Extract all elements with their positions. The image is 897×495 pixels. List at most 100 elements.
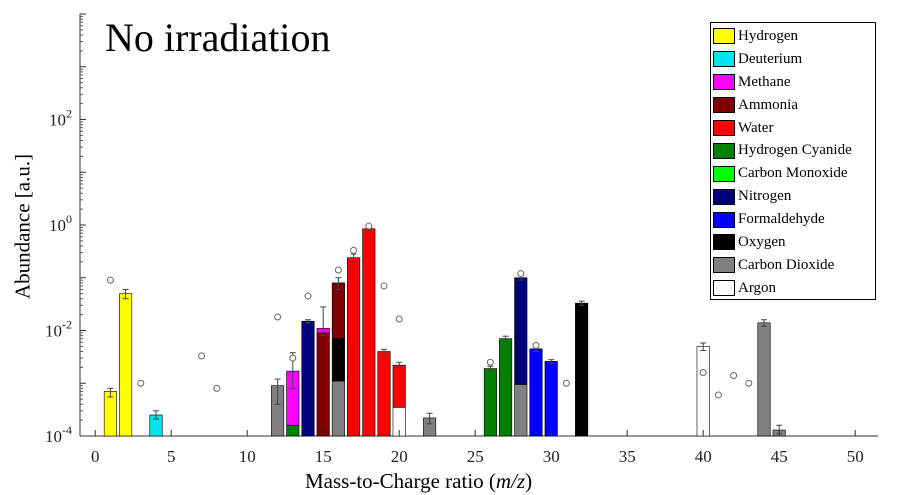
legend-swatch (713, 97, 735, 114)
legend-label: Formaldehyde (738, 211, 825, 228)
data-marker (350, 246, 358, 254)
legend-swatch (713, 280, 735, 297)
marker-layer (106, 222, 753, 399)
bar-hydrogen (119, 293, 133, 437)
bar-carbon-dioxide (514, 384, 528, 437)
bar-carbon-dioxide (331, 380, 345, 437)
x-tick-label: 5 (167, 447, 176, 466)
bar-water (377, 351, 391, 437)
data-marker (486, 358, 494, 366)
tick-layer: 0 5 10 15 20 25 30 35 40 45 50 10-4 10-2 100 102 (45, 13, 864, 466)
legend-label: Water (738, 119, 774, 136)
legend-label: Oxygen (738, 233, 786, 250)
bar-water (347, 257, 361, 437)
y-tick-label: 10-2 (45, 318, 72, 341)
x-tick-label: 50 (847, 447, 864, 466)
legend-swatch (713, 211, 735, 228)
bar-argon (696, 346, 710, 437)
bar-hydrogen-cyanide (286, 424, 300, 437)
legend-label: Hydrogen (738, 27, 798, 44)
bar-formaldehyde (529, 348, 543, 437)
data-marker (517, 270, 525, 278)
data-marker (137, 379, 145, 387)
legend-item: Carbon Dioxide (711, 254, 875, 277)
x-axis-label-unit: m/z (495, 469, 526, 493)
legend-swatch (713, 28, 735, 45)
data-marker (289, 354, 297, 362)
y-tick-label: 10-4 (45, 423, 72, 446)
bar-nitrogen (301, 320, 315, 437)
legend-swatch (713, 234, 735, 251)
bar-hydrogen-cyanide (499, 338, 513, 437)
x-tick-label: 40 (695, 447, 712, 466)
legend-item: Argon (711, 277, 875, 300)
legend-label: Argon (738, 279, 777, 296)
data-marker (304, 292, 312, 300)
legend-item: Hydrogen Cyanide (711, 139, 875, 162)
legend-item: Nitrogen (711, 185, 875, 208)
x-tick-label: 20 (391, 447, 408, 466)
x-tick-label: 25 (467, 447, 484, 466)
bar-water (392, 364, 406, 408)
legend-item: Deuterium (711, 48, 875, 71)
x-tick-label: 0 (91, 447, 100, 466)
y-tick-label: 102 (49, 107, 72, 130)
data-marker (395, 315, 403, 323)
legend-label: Hydrogen Cyanide (738, 142, 852, 159)
x-tick-label: 45 (771, 447, 788, 466)
legend-swatch (713, 188, 735, 205)
legend-label: Deuterium (738, 50, 803, 67)
x-tick-label: 35 (619, 447, 636, 466)
bar-oxygen (575, 302, 589, 437)
legend-item: Formaldehyde (711, 208, 875, 231)
data-marker (198, 352, 206, 360)
legend-label: Ammonia (738, 96, 798, 113)
bar-hydrogen-cyanide (483, 368, 497, 437)
legend: Hydrogen Deuterium Methane Ammonia Water Hydr… (710, 22, 876, 300)
legend-item: Methane (711, 71, 875, 94)
errorbar-layer (107, 225, 783, 435)
legend-swatch (713, 165, 735, 182)
bar-carbon-dioxide (757, 322, 771, 437)
legend-swatch (713, 51, 735, 68)
bar-layer (103, 228, 786, 437)
data-marker (730, 372, 738, 380)
legend-label: Carbon Monoxide (738, 165, 848, 182)
y-axis-label: Abundance [a.u.] (10, 153, 35, 300)
bar-ammonia (316, 332, 330, 437)
x-axis-label: Mass-to-Charge ratio (m/z) (305, 469, 533, 493)
data-marker (699, 368, 707, 376)
data-marker (365, 222, 373, 230)
data-marker (745, 379, 753, 387)
legend-label: Methane (738, 73, 791, 90)
legend-item: Hydrogen (711, 25, 875, 48)
chart-title: No irradiation (105, 15, 331, 60)
data-marker (562, 379, 570, 387)
legend-item: Water (711, 117, 875, 140)
x-axis-label-text: Mass-to-Charge ratio (305, 469, 484, 493)
bar-ammonia (331, 282, 345, 339)
legend-label: Nitrogen (738, 188, 792, 205)
data-marker (532, 341, 540, 349)
bar-oxygen (331, 338, 345, 382)
y-tick-label: 100 (49, 212, 72, 235)
data-marker (106, 276, 114, 284)
legend-label: Carbon Dioxide (738, 256, 835, 273)
x-tick-label: 15 (315, 447, 332, 466)
data-marker (213, 384, 221, 392)
legend-swatch (713, 257, 735, 274)
x-tick-label: 30 (543, 447, 560, 466)
data-marker (274, 313, 282, 321)
bar-water (362, 228, 376, 437)
data-marker (714, 391, 722, 399)
data-marker (380, 282, 388, 290)
legend-item: Carbon Monoxide (711, 162, 875, 185)
bar-hydrogen (103, 391, 117, 437)
data-marker (334, 266, 342, 274)
legend-swatch (713, 74, 735, 91)
bar-formaldehyde (544, 361, 558, 437)
legend-item: Oxygen (711, 231, 875, 254)
x-tick-label: 10 (239, 447, 256, 466)
legend-swatch (713, 142, 735, 159)
